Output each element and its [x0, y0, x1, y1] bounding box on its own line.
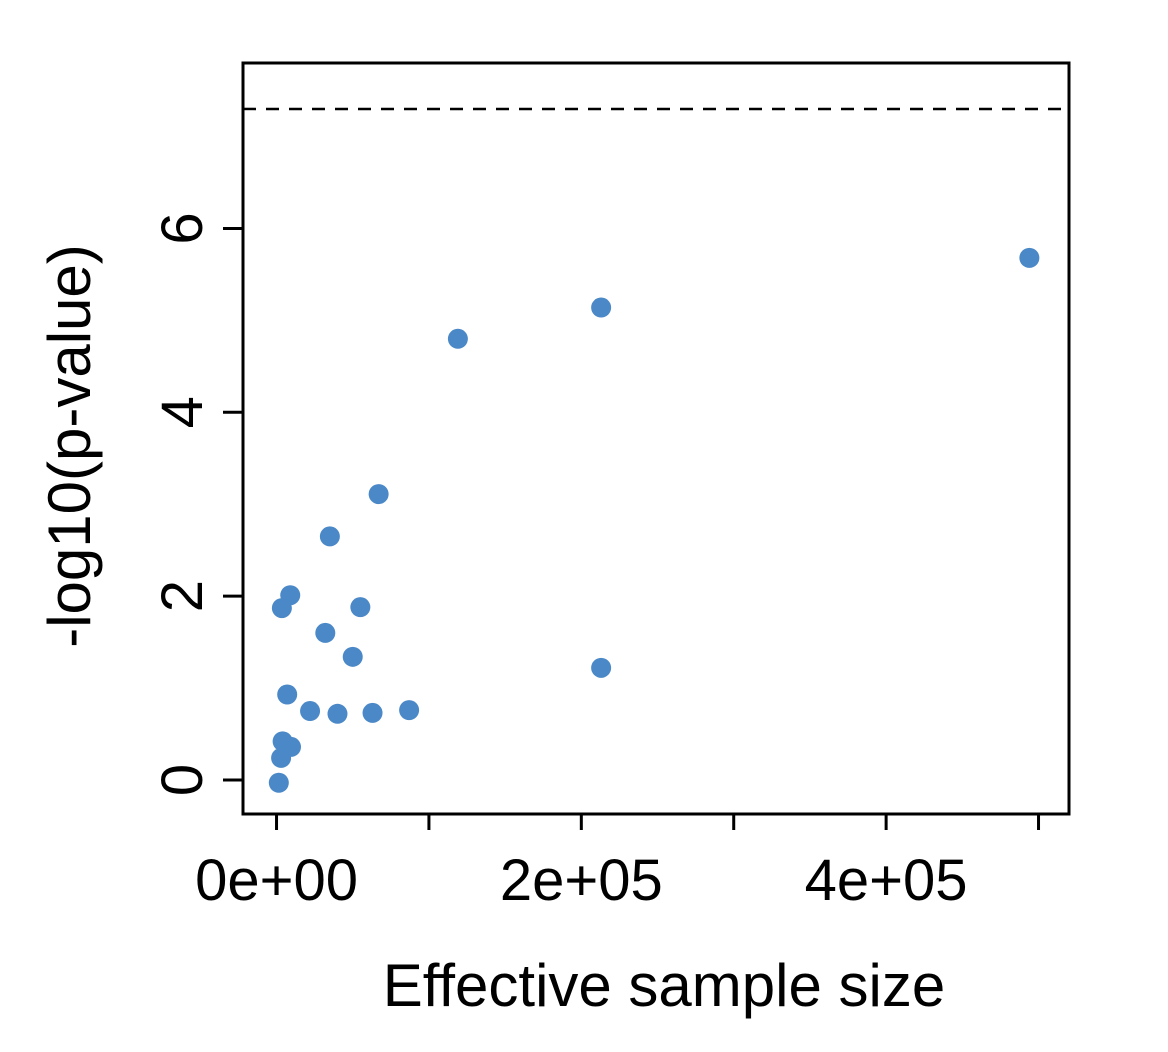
y-axis-title: -log10(p-value) [36, 244, 103, 648]
x-axis-title: Effective sample size [383, 952, 945, 1019]
data-point-19 [591, 657, 612, 678]
data-point-10 [319, 526, 340, 547]
data-point-12 [342, 646, 363, 667]
y-tick-label: 6 [150, 212, 215, 244]
data-point-13 [350, 597, 371, 618]
plot-frame [241, 61, 1071, 816]
y-axis: 0 2 4 6 [150, 212, 243, 796]
data-point-11 [327, 703, 348, 724]
data-point-5 [277, 684, 298, 705]
data-point-1 [268, 772, 289, 793]
x-tick-label: 4e+05 [805, 848, 968, 913]
data-point-4 [281, 736, 302, 757]
x-tick-label: 0e+00 [195, 848, 358, 913]
x-tick-label: 2e+05 [500, 848, 663, 913]
data-point-15 [368, 484, 389, 505]
data-point-17 [447, 328, 468, 349]
chart-marks [268, 247, 1040, 793]
y-tick-label: 4 [150, 396, 215, 428]
data-point-8 [300, 701, 321, 722]
y-tick-label: 0 [150, 764, 215, 796]
x-axis: 0e+00 2e+05 4e+05 [195, 814, 1041, 913]
data-point-18 [591, 297, 612, 318]
y-tick-label: 2 [150, 580, 215, 612]
data-point-7 [280, 585, 301, 606]
data-point-14 [362, 702, 383, 723]
data-point-16 [399, 700, 420, 721]
data-point-9 [315, 622, 336, 643]
data-point-20 [1019, 247, 1040, 268]
